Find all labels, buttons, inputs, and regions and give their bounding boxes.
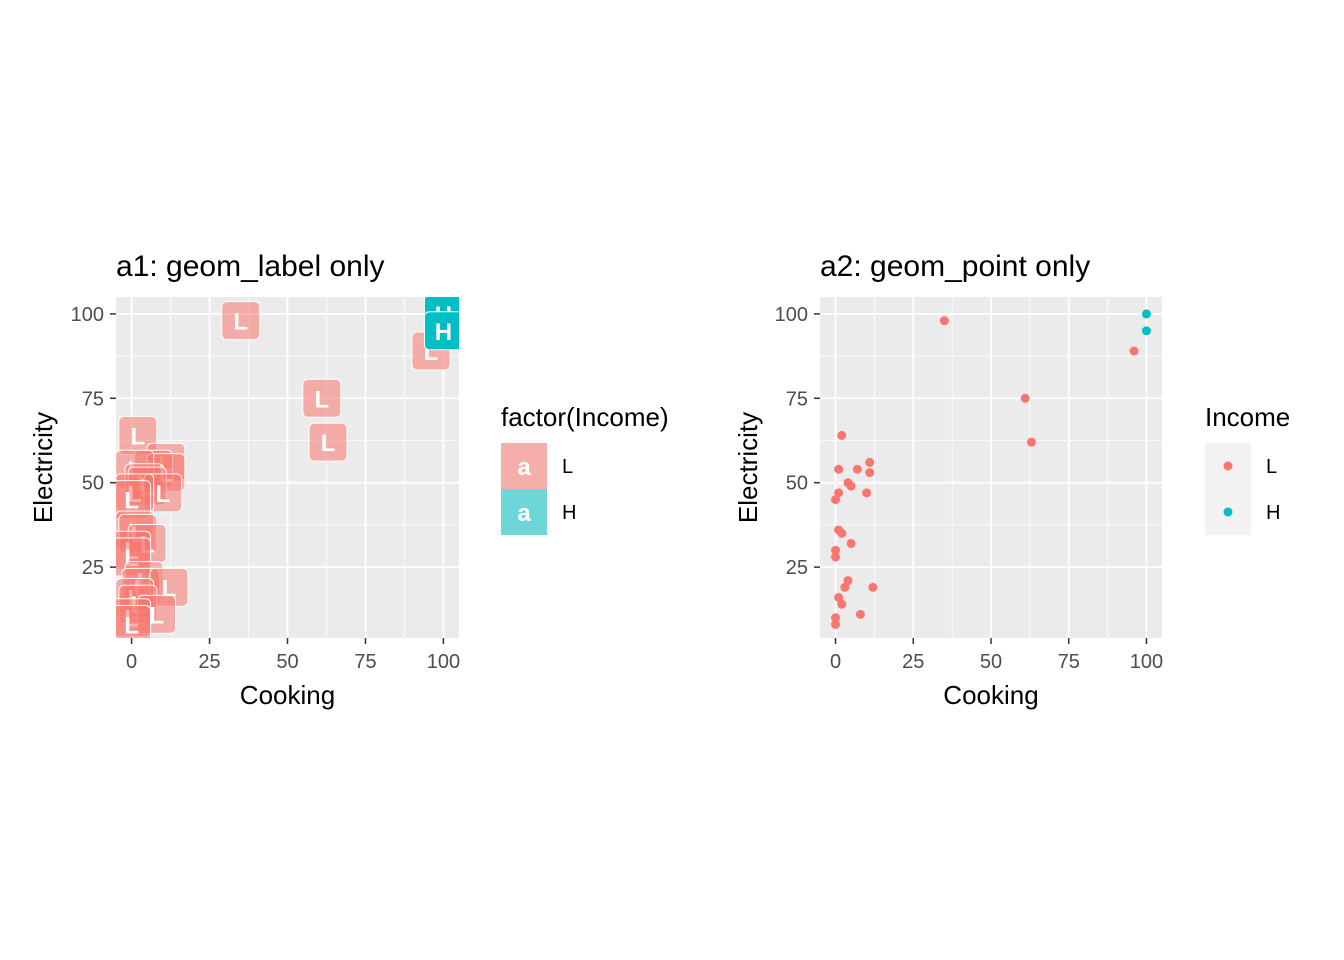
label-box: [302, 378, 342, 418]
y-axis-title: Electricity: [733, 412, 763, 523]
y-tick-label: 75: [786, 388, 808, 410]
data-point: [865, 468, 875, 478]
legend-key-point: [1223, 507, 1233, 517]
chart-title: a1: geom_label only: [116, 250, 385, 283]
legend-label: H: [1266, 502, 1280, 524]
x-tick-label: 50: [276, 651, 298, 673]
x-tick-label: 100: [427, 651, 460, 673]
data-point: [862, 488, 872, 498]
y-tick-label: 100: [775, 304, 808, 326]
data-point: [831, 613, 841, 623]
x-tick-label: 0: [830, 651, 841, 673]
data-point: [840, 582, 850, 592]
data-layer: [831, 309, 1151, 629]
legend-title: Income: [1205, 402, 1290, 432]
data-point: [831, 545, 841, 555]
x-axis-title: Cooking: [240, 680, 335, 710]
label-text: L: [321, 430, 336, 457]
data-point: [831, 619, 841, 629]
data-point: [1141, 326, 1151, 336]
label-text: L: [233, 309, 248, 336]
y-tick-label: 50: [82, 473, 104, 495]
label-text: L: [155, 481, 170, 508]
y-axis-title: Electricity: [28, 412, 58, 523]
label-text: L: [124, 612, 139, 639]
data-point: [846, 538, 856, 548]
x-tick-label: 50: [980, 651, 1002, 673]
data-point: [834, 592, 844, 602]
data-point: [852, 464, 862, 474]
gridlines: [820, 297, 1162, 638]
legend-label: L: [1266, 456, 1277, 478]
y-tick-label: 75: [82, 388, 104, 410]
data-point: [868, 582, 878, 592]
data-layer: LLLLLLLLLLLLLLLLLLLLLLLLLLLHH: [116, 297, 459, 639]
x-axis-title: Cooking: [943, 680, 1038, 710]
legend: Income L H: [1205, 402, 1290, 535]
data-point: [939, 316, 949, 326]
data-point: [846, 481, 856, 491]
y-tick-label: 50: [786, 473, 808, 495]
data-point: [843, 576, 853, 586]
data-point: [834, 464, 844, 474]
x-tick-label: 75: [354, 651, 376, 673]
label-text: L: [149, 602, 164, 629]
data-point: [855, 609, 865, 619]
legend: factor(Income) a La H: [501, 402, 669, 535]
legend-key-glyph: a: [517, 500, 531, 527]
data-point: [1020, 393, 1030, 403]
x-tick-label: 75: [1058, 651, 1080, 673]
data-point: [1026, 437, 1036, 447]
data-point: [834, 488, 844, 498]
label-box: [423, 311, 459, 351]
label-box: [116, 604, 152, 638]
label-text: L: [314, 386, 329, 413]
x-tick-label: 25: [902, 651, 924, 673]
gridlines: [116, 297, 459, 638]
x-tick-label: 0: [126, 651, 137, 673]
legend-title: factor(Income): [501, 402, 669, 432]
legend-key-glyph: a: [517, 454, 531, 481]
legend-label: L: [562, 456, 573, 478]
data-point: [831, 495, 841, 505]
y-tick-label: 25: [82, 557, 104, 579]
y-tick-label: 100: [71, 304, 104, 326]
data-point: [837, 599, 847, 609]
chart-title: a2: geom_point only: [820, 250, 1090, 283]
label-box: [308, 422, 348, 462]
data-point: [1129, 346, 1139, 356]
data-point: [831, 552, 841, 562]
data-point: [837, 528, 847, 538]
label-text: H: [435, 319, 452, 346]
y-tick-label: 25: [786, 557, 808, 579]
chart-1: a1: geom_label only 0 25 50 75 100 25 50 75 100 Co…: [28, 250, 669, 710]
legend-key-point: [1223, 461, 1233, 471]
label-text: L: [130, 423, 145, 450]
label-text: L: [124, 488, 139, 515]
chart-2: a2: geom_point only 0 25 50 75 100 25 50 75 100 Co…: [733, 250, 1290, 710]
legend-label: H: [562, 502, 576, 524]
legend-key-swatch: [501, 443, 547, 489]
data-point: [865, 457, 875, 467]
x-tick-label: 25: [198, 651, 220, 673]
x-tick-label: 100: [1130, 651, 1163, 673]
label-box: [221, 301, 261, 341]
data-point: [837, 430, 847, 440]
data-point: [1141, 309, 1151, 319]
legend-key-swatch: [501, 489, 547, 535]
